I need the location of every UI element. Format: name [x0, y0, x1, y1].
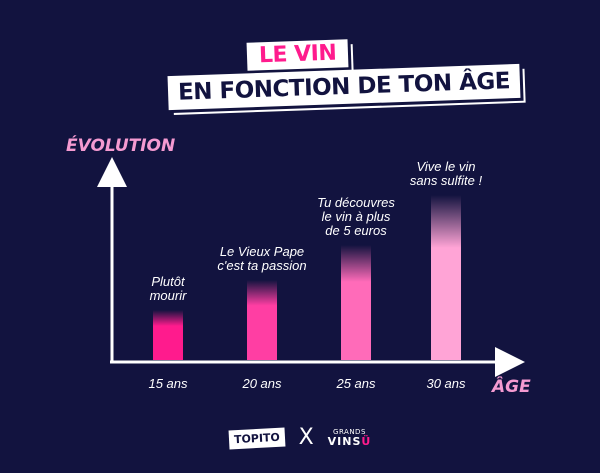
x-tick-label: 25 ans: [335, 376, 376, 391]
bar-3: [341, 245, 371, 360]
bar-annotation-line: Le Vieux Pape: [220, 244, 304, 259]
x-tick-label: 20 ans: [241, 376, 282, 391]
bars: [153, 195, 461, 360]
y-axis-title: ÉVOLUTION: [66, 134, 175, 156]
grands-vins-logo-word: VINS: [327, 435, 362, 448]
bar-annotation-line: Tu découvres: [317, 195, 395, 210]
topito-logo: TOPITO: [228, 427, 286, 449]
x-axis-title: ÂGE: [490, 375, 531, 397]
bar-2: [247, 280, 277, 360]
bar-annotation-line: mourir: [150, 288, 188, 303]
separator-x: X: [298, 425, 314, 450]
bar-annotation-line: Vive le vin: [416, 159, 475, 174]
bar-1: [153, 310, 183, 360]
grands-vins-logo: GRANDS VINSÜ: [328, 428, 372, 448]
x-tick-label: 30 ans: [426, 376, 466, 391]
grands-vins-logo-top: GRANDS: [333, 428, 366, 436]
grands-vins-logo-accent: Ü: [361, 435, 372, 448]
x-tick-label: 15 ans: [148, 376, 188, 391]
bar-annotation-line: de 5 euros: [325, 223, 387, 238]
x-ticks: 15 ans 20 ans 25 ans 30 ans: [148, 376, 466, 391]
bar-annotation-line: sans sulfite !: [410, 173, 483, 188]
bar-4: [431, 195, 461, 360]
grands-vins-logo-main: VINSÜ: [328, 436, 372, 447]
bar-annotation-line: le vin à plus: [322, 209, 391, 224]
bar-annotation-line: c'est ta passion: [217, 258, 306, 273]
footer-logos: TOPITO X GRANDS VINSÜ: [0, 423, 600, 453]
bar-annotation-line: Plutôt: [151, 274, 186, 289]
